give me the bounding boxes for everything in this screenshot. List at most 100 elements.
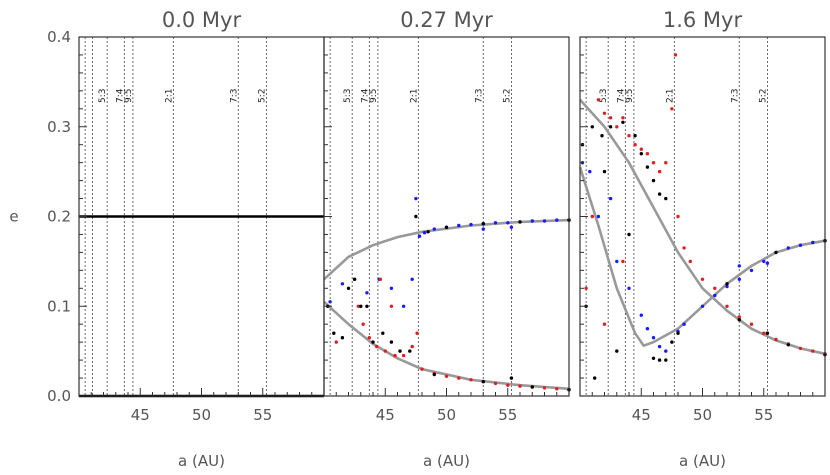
data-point: [383, 349, 387, 353]
data-point: [682, 246, 686, 250]
data-point: [673, 53, 678, 57]
data-point: [481, 227, 485, 231]
data-point: [639, 152, 643, 156]
data-point: [469, 222, 473, 227]
data-point: [627, 134, 631, 138]
data-point: [381, 331, 385, 335]
data-point: [332, 331, 336, 335]
data-point: [414, 214, 418, 219]
data-point: [422, 231, 427, 235]
data-point: [749, 268, 754, 273]
resonance-label: 7:3: [474, 89, 484, 103]
data-point: [506, 383, 510, 387]
data-point: [359, 304, 363, 308]
data-point: [651, 356, 656, 360]
resonance-label: 5:3: [599, 89, 609, 103]
data-point: [410, 344, 414, 349]
data-point: [596, 98, 601, 102]
x-axis-label: a (AU): [423, 452, 470, 470]
data-point: [426, 230, 430, 234]
data-point: [542, 386, 547, 390]
data-point: [334, 340, 338, 344]
data-point: [389, 340, 394, 344]
resonance-label: 5:3: [343, 89, 353, 103]
data-point: [657, 169, 662, 174]
data-point: [602, 169, 607, 174]
data-point: [657, 192, 662, 196]
data-point: [328, 300, 332, 304]
data-point: [774, 250, 778, 255]
data-point: [457, 376, 461, 380]
data-point: [352, 277, 357, 281]
resonance-label: 5:2: [502, 89, 512, 103]
data-point: [588, 169, 592, 174]
resonance-label: 9:5: [369, 89, 379, 103]
data-point: [639, 313, 643, 317]
data-point: [530, 385, 534, 389]
data-point: [676, 214, 680, 219]
reference-curve: [323, 218, 570, 281]
x-tick-label: 45: [376, 406, 395, 424]
data-point: [608, 125, 613, 129]
data-point: [737, 264, 741, 268]
data-point: [657, 358, 662, 362]
resonance-label: 2:1: [164, 89, 174, 103]
reference-curve: [578, 166, 826, 348]
y-tick-label: 0.4: [47, 28, 71, 46]
data-point: [615, 125, 619, 129]
data-point: [645, 165, 650, 169]
data-point: [725, 304, 729, 308]
data-point: [664, 349, 668, 353]
data-point: [414, 196, 418, 201]
data-point: [670, 107, 674, 111]
data-point: [420, 367, 424, 371]
data-point: [602, 322, 607, 326]
data-point: [651, 336, 656, 340]
data-point: [361, 322, 365, 326]
data-point: [651, 178, 656, 183]
data-point: [657, 344, 662, 349]
data-point: [493, 381, 498, 386]
data-point: [444, 374, 449, 378]
data-point: [365, 291, 369, 295]
data-point: [530, 219, 534, 223]
resonance-label: 2:1: [409, 89, 419, 103]
data-point: [375, 344, 379, 349]
data-point: [371, 340, 375, 344]
data-point: [356, 304, 360, 308]
resonance-label: 9:5: [124, 89, 134, 103]
data-point: [725, 284, 729, 289]
data-point: [590, 125, 594, 129]
data-point: [378, 277, 383, 281]
panel-1-title: 0.0 Myr: [162, 8, 242, 32]
x-tick-label: 45: [131, 406, 150, 424]
data-point: [444, 225, 449, 229]
data-point: [506, 221, 510, 225]
data-point: [340, 282, 345, 286]
y-tick-label: 0.3: [47, 118, 71, 136]
data-point: [645, 152, 650, 156]
data-point: [493, 221, 498, 225]
data-point: [670, 340, 674, 344]
data-point: [664, 196, 668, 201]
data-point: [401, 353, 406, 358]
data-point: [602, 111, 607, 116]
data-point: [725, 282, 729, 286]
resonance-label: 2:1: [665, 89, 675, 103]
x-tick-label: 45: [632, 406, 651, 424]
data-point: [621, 120, 625, 125]
resonance-label: 7:4: [360, 88, 370, 103]
data-point: [608, 196, 613, 201]
y-tick-label: 0.2: [47, 208, 71, 226]
x-tick-label: 55: [498, 406, 517, 424]
data-point: [700, 304, 705, 308]
panel-3-title: 1.6 Myr: [663, 8, 743, 32]
y-axis-label: e: [9, 208, 18, 226]
data-point: [811, 349, 815, 353]
data-point: [415, 331, 419, 335]
x-axis-label: a (AU): [178, 452, 225, 470]
resonance-label: 9:5: [625, 89, 635, 103]
data-point: [346, 286, 351, 290]
